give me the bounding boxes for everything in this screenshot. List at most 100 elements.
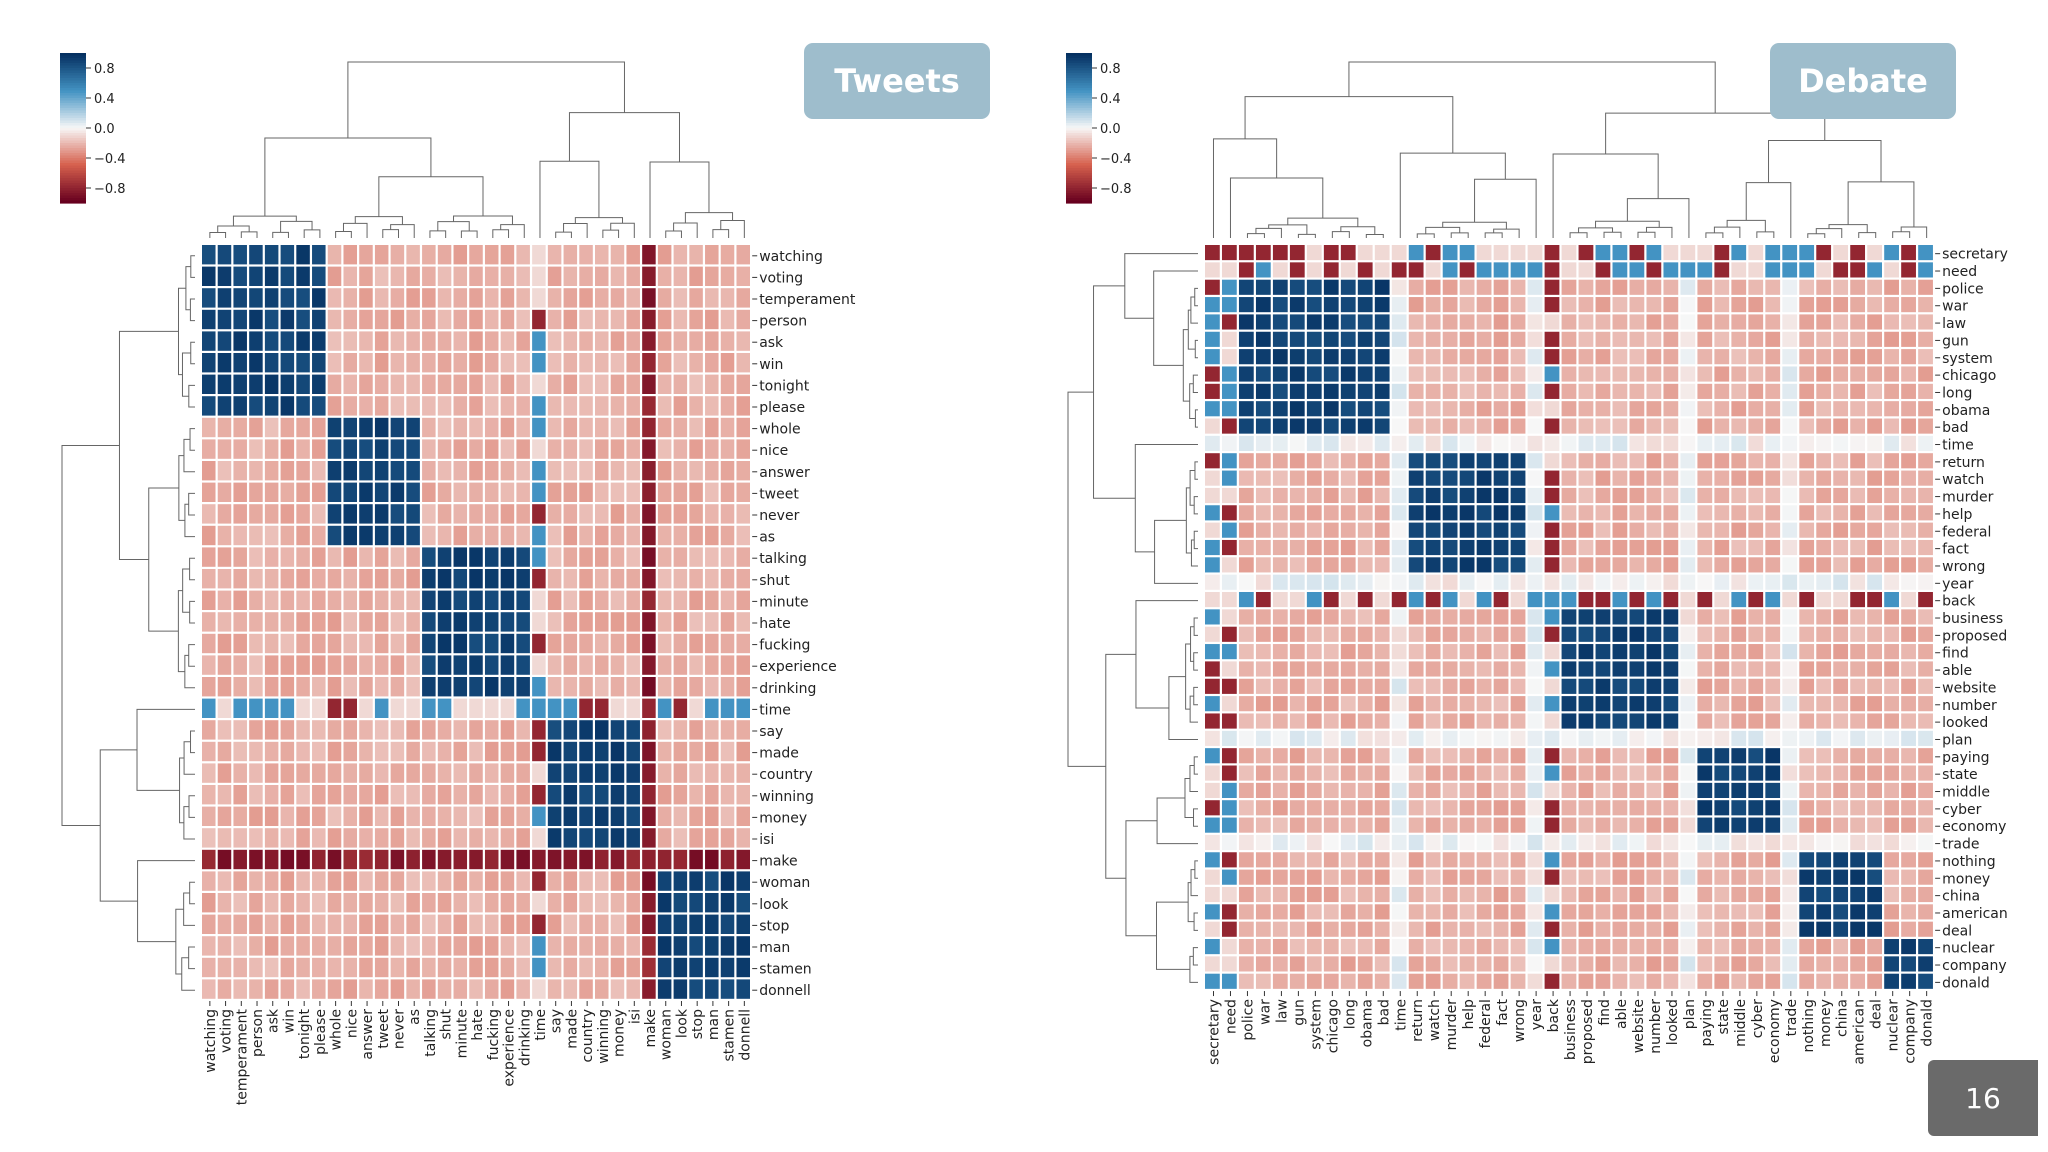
heatmap-cell [1476, 592, 1492, 608]
dendrogram-link [492, 229, 510, 238]
heatmap-cell [1850, 730, 1866, 746]
heatmap-cell [1357, 314, 1373, 330]
heatmap-cell [1510, 453, 1526, 469]
heatmap-cell [1340, 800, 1356, 816]
heatmap-cell [312, 245, 326, 265]
heatmap-cell [1442, 418, 1458, 434]
heatmap-cell [1442, 904, 1458, 920]
heatmap-cell [1595, 817, 1611, 833]
heatmap-cell [1765, 383, 1781, 399]
heatmap-cell [1374, 522, 1390, 538]
heatmap-cell [1493, 661, 1509, 677]
heatmap-cell [1238, 886, 1254, 903]
heatmap-cell [1663, 314, 1679, 330]
heatmap-cell [1459, 713, 1475, 729]
heatmap-cell [202, 461, 216, 481]
heatmap-cell [374, 461, 389, 481]
heatmap-cell [532, 331, 546, 351]
heatmap-cell [1238, 470, 1254, 486]
heatmap-cell [1527, 245, 1543, 261]
heatmap-cell [343, 245, 357, 265]
heatmap-cell [359, 396, 373, 416]
heatmap-cell [1612, 609, 1628, 625]
heatmap-cell [1833, 557, 1849, 573]
heatmap-cell [1816, 453, 1832, 469]
heatmap-cell [327, 482, 342, 502]
heatmap-cell [547, 482, 562, 502]
row-label: shut [759, 573, 790, 589]
heatmap-cell [264, 741, 279, 762]
heatmap-cell [532, 633, 546, 654]
heatmap-cell [720, 504, 735, 524]
heatmap-cell [1697, 245, 1713, 261]
heatmap-cell [1238, 314, 1254, 330]
heatmap-cell [469, 785, 483, 805]
heatmap-cell [1748, 539, 1764, 556]
heatmap-cell [657, 439, 672, 459]
heatmap-cell [1205, 852, 1220, 868]
heatmap-cell [1561, 661, 1577, 677]
col-label: winning [596, 1009, 612, 1064]
heatmap-cell [1697, 661, 1713, 677]
heatmap-cell [1884, 539, 1899, 556]
heatmap-cell [296, 806, 310, 826]
heatmap-cell [1323, 349, 1339, 365]
heatmap-cell [390, 655, 405, 675]
colorbar-step [60, 163, 86, 167]
heatmap-cell [1833, 366, 1849, 382]
heatmap-cell [626, 612, 640, 632]
heatmap-cell [1408, 245, 1424, 261]
heatmap-cell [1782, 349, 1798, 365]
heatmap-cell [1493, 314, 1509, 330]
heatmap-cell [1578, 956, 1594, 972]
heatmap-cell [1221, 626, 1237, 642]
heatmap-cell [343, 979, 357, 999]
heatmap-cell [437, 914, 452, 934]
heatmap-cell [1442, 973, 1458, 989]
heatmap-cell [516, 698, 530, 718]
dendrogram-link [188, 795, 195, 818]
heatmap-cell [327, 741, 342, 762]
row-label: win [759, 357, 783, 373]
heatmap-cell [249, 849, 263, 870]
heatmap-cell [657, 720, 672, 740]
heatmap-cell [469, 698, 483, 718]
heatmap-cell [1289, 834, 1305, 851]
heatmap-cell [1289, 297, 1305, 313]
heatmap-cell [1561, 956, 1577, 972]
heatmap-cell [343, 677, 357, 697]
heatmap-cell [1340, 834, 1356, 851]
heatmap-cell [1391, 730, 1407, 746]
heatmap-cell [469, 849, 483, 870]
heatmap-cell [1391, 661, 1407, 677]
heatmap-cell [1272, 245, 1288, 261]
col-label: shut [439, 1008, 455, 1039]
heatmap-cell [1238, 435, 1254, 451]
heatmap-cell [1816, 349, 1832, 365]
heatmap-cell [1323, 557, 1339, 573]
heatmap-cell [1884, 765, 1899, 781]
heatmap-cell [1714, 574, 1730, 590]
heatmap-cell [1884, 696, 1899, 712]
heatmap-cell [1697, 678, 1713, 694]
heatmap-cell [673, 309, 688, 330]
heatmap-cell [516, 655, 530, 675]
heatmap-cell [689, 633, 703, 654]
heatmap-cell [736, 353, 750, 373]
heatmap-cell [1289, 696, 1305, 712]
heatmap-cell [1323, 782, 1339, 798]
heatmap-cell [249, 612, 263, 632]
heatmap-cell [720, 849, 735, 870]
heatmap-cell [1714, 349, 1730, 365]
heatmap-cell [1731, 245, 1747, 261]
heatmap-cell [1425, 574, 1441, 590]
heatmap-cell [1680, 956, 1696, 972]
heatmap-cell [1714, 696, 1730, 712]
heatmap-cell [327, 569, 342, 589]
heatmap-cell [657, 849, 672, 870]
heatmap-cell [1833, 314, 1849, 330]
heatmap-cell [1340, 435, 1356, 451]
heatmap-cell [1663, 730, 1679, 746]
col-label: man [706, 1009, 722, 1040]
heatmap-cell [1697, 869, 1713, 885]
